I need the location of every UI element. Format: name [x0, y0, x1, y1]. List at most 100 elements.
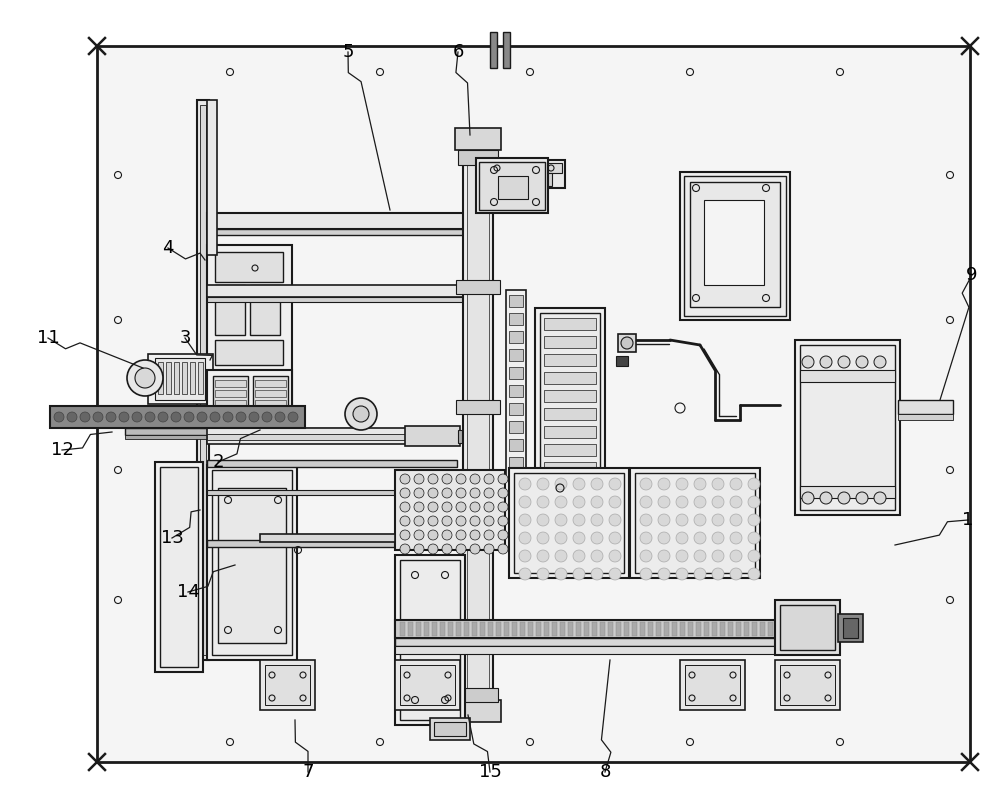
Bar [456, 622, 461, 636]
Circle shape [428, 502, 438, 512]
Circle shape [712, 550, 724, 562]
Bar [212, 470, 292, 655]
Circle shape [555, 550, 567, 562]
Circle shape [184, 412, 194, 422]
Bar [576, 622, 581, 636]
Circle shape [498, 516, 508, 526]
Circle shape [93, 412, 103, 422]
Bar [456, 280, 500, 294]
Bar [207, 460, 457, 467]
Bar [795, 340, 900, 515]
Circle shape [428, 544, 438, 554]
Circle shape [694, 478, 706, 490]
Circle shape [456, 530, 466, 540]
Circle shape [730, 532, 742, 544]
Bar [458, 430, 473, 443]
Circle shape [712, 478, 724, 490]
Circle shape [640, 478, 652, 490]
Bar [207, 245, 292, 415]
Circle shape [730, 550, 742, 562]
Bar [480, 622, 485, 636]
Circle shape [555, 532, 567, 544]
Bar [395, 555, 465, 725]
Bar [207, 490, 457, 495]
Circle shape [484, 502, 494, 512]
Circle shape [519, 496, 531, 508]
Bar [592, 622, 597, 636]
Bar [720, 622, 725, 636]
Circle shape [67, 412, 77, 422]
Circle shape [874, 356, 886, 368]
Bar [509, 403, 523, 415]
Circle shape [498, 474, 508, 484]
Circle shape [591, 550, 603, 562]
Bar [255, 390, 286, 397]
Text: 11: 11 [37, 329, 59, 347]
Circle shape [694, 550, 706, 562]
Bar [498, 176, 528, 199]
Circle shape [748, 514, 760, 526]
Circle shape [135, 368, 155, 388]
Circle shape [210, 412, 220, 422]
Circle shape [555, 514, 567, 526]
Circle shape [519, 478, 531, 490]
Circle shape [171, 412, 181, 422]
Bar [509, 385, 523, 397]
Bar [509, 349, 523, 361]
Circle shape [748, 532, 760, 544]
Bar [496, 622, 501, 636]
Circle shape [197, 412, 207, 422]
Circle shape [470, 544, 480, 554]
Bar [207, 434, 407, 440]
Circle shape [712, 496, 724, 508]
Bar [125, 435, 350, 439]
Bar [493, 173, 552, 186]
Bar [600, 622, 605, 636]
Bar [509, 313, 523, 325]
Circle shape [573, 532, 585, 544]
Bar [736, 622, 741, 636]
Bar [540, 313, 600, 483]
Circle shape [537, 568, 549, 580]
Bar [775, 600, 840, 655]
Bar [255, 380, 286, 387]
Bar [704, 200, 764, 285]
Circle shape [676, 514, 688, 526]
Bar [207, 213, 487, 229]
Circle shape [748, 568, 760, 580]
Bar [476, 158, 548, 213]
Bar [190, 362, 195, 394]
Bar [685, 665, 740, 705]
Circle shape [658, 568, 670, 580]
Bar [166, 362, 171, 394]
Circle shape [676, 496, 688, 508]
Bar [395, 470, 505, 550]
Bar [50, 406, 305, 428]
Bar [416, 622, 421, 636]
Bar [544, 462, 596, 474]
Bar [800, 370, 895, 382]
Circle shape [275, 412, 285, 422]
Circle shape [730, 568, 742, 580]
Circle shape [658, 478, 670, 490]
Bar [207, 465, 297, 660]
Circle shape [591, 532, 603, 544]
Bar [455, 700, 501, 722]
Bar [490, 32, 497, 68]
Circle shape [748, 550, 760, 562]
Circle shape [838, 492, 850, 504]
Text: 6: 6 [452, 43, 464, 61]
Bar [584, 622, 589, 636]
Circle shape [573, 550, 585, 562]
Bar [680, 172, 790, 320]
Bar [728, 622, 733, 636]
Bar [467, 134, 489, 711]
Bar [520, 622, 525, 636]
Circle shape [428, 530, 438, 540]
Bar [760, 622, 765, 636]
Circle shape [484, 530, 494, 540]
Bar [480, 160, 565, 188]
Circle shape [498, 544, 508, 554]
Circle shape [591, 514, 603, 526]
Circle shape [640, 568, 652, 580]
